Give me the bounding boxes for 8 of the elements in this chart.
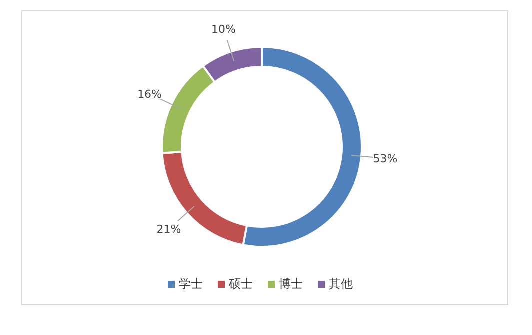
data-label: 16% [138, 88, 162, 102]
legend-label: 硕士 [228, 277, 253, 291]
legend-label: 博士 [279, 277, 303, 291]
data-label: 21% [156, 223, 182, 236]
data-label: 53% [373, 152, 398, 166]
legend-label: 其他 [329, 277, 353, 291]
legend-label: 学士 [179, 277, 203, 291]
data-label: 10% [211, 23, 236, 36]
